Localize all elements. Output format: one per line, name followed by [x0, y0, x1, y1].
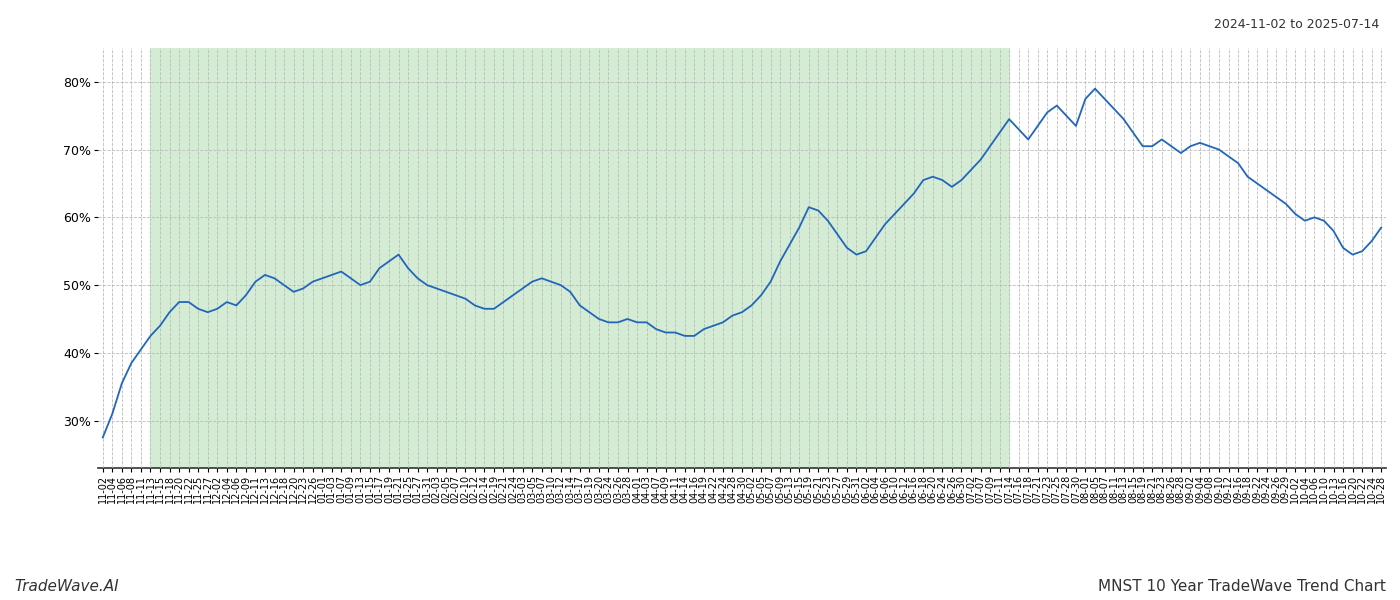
Text: MNST 10 Year TradeWave Trend Chart: MNST 10 Year TradeWave Trend Chart [1098, 579, 1386, 594]
Bar [150, 48, 1009, 468]
Text: 2024-11-02 to 2025-07-14: 2024-11-02 to 2025-07-14 [1214, 18, 1379, 31]
Text: TradeWave.AI: TradeWave.AI [14, 579, 119, 594]
